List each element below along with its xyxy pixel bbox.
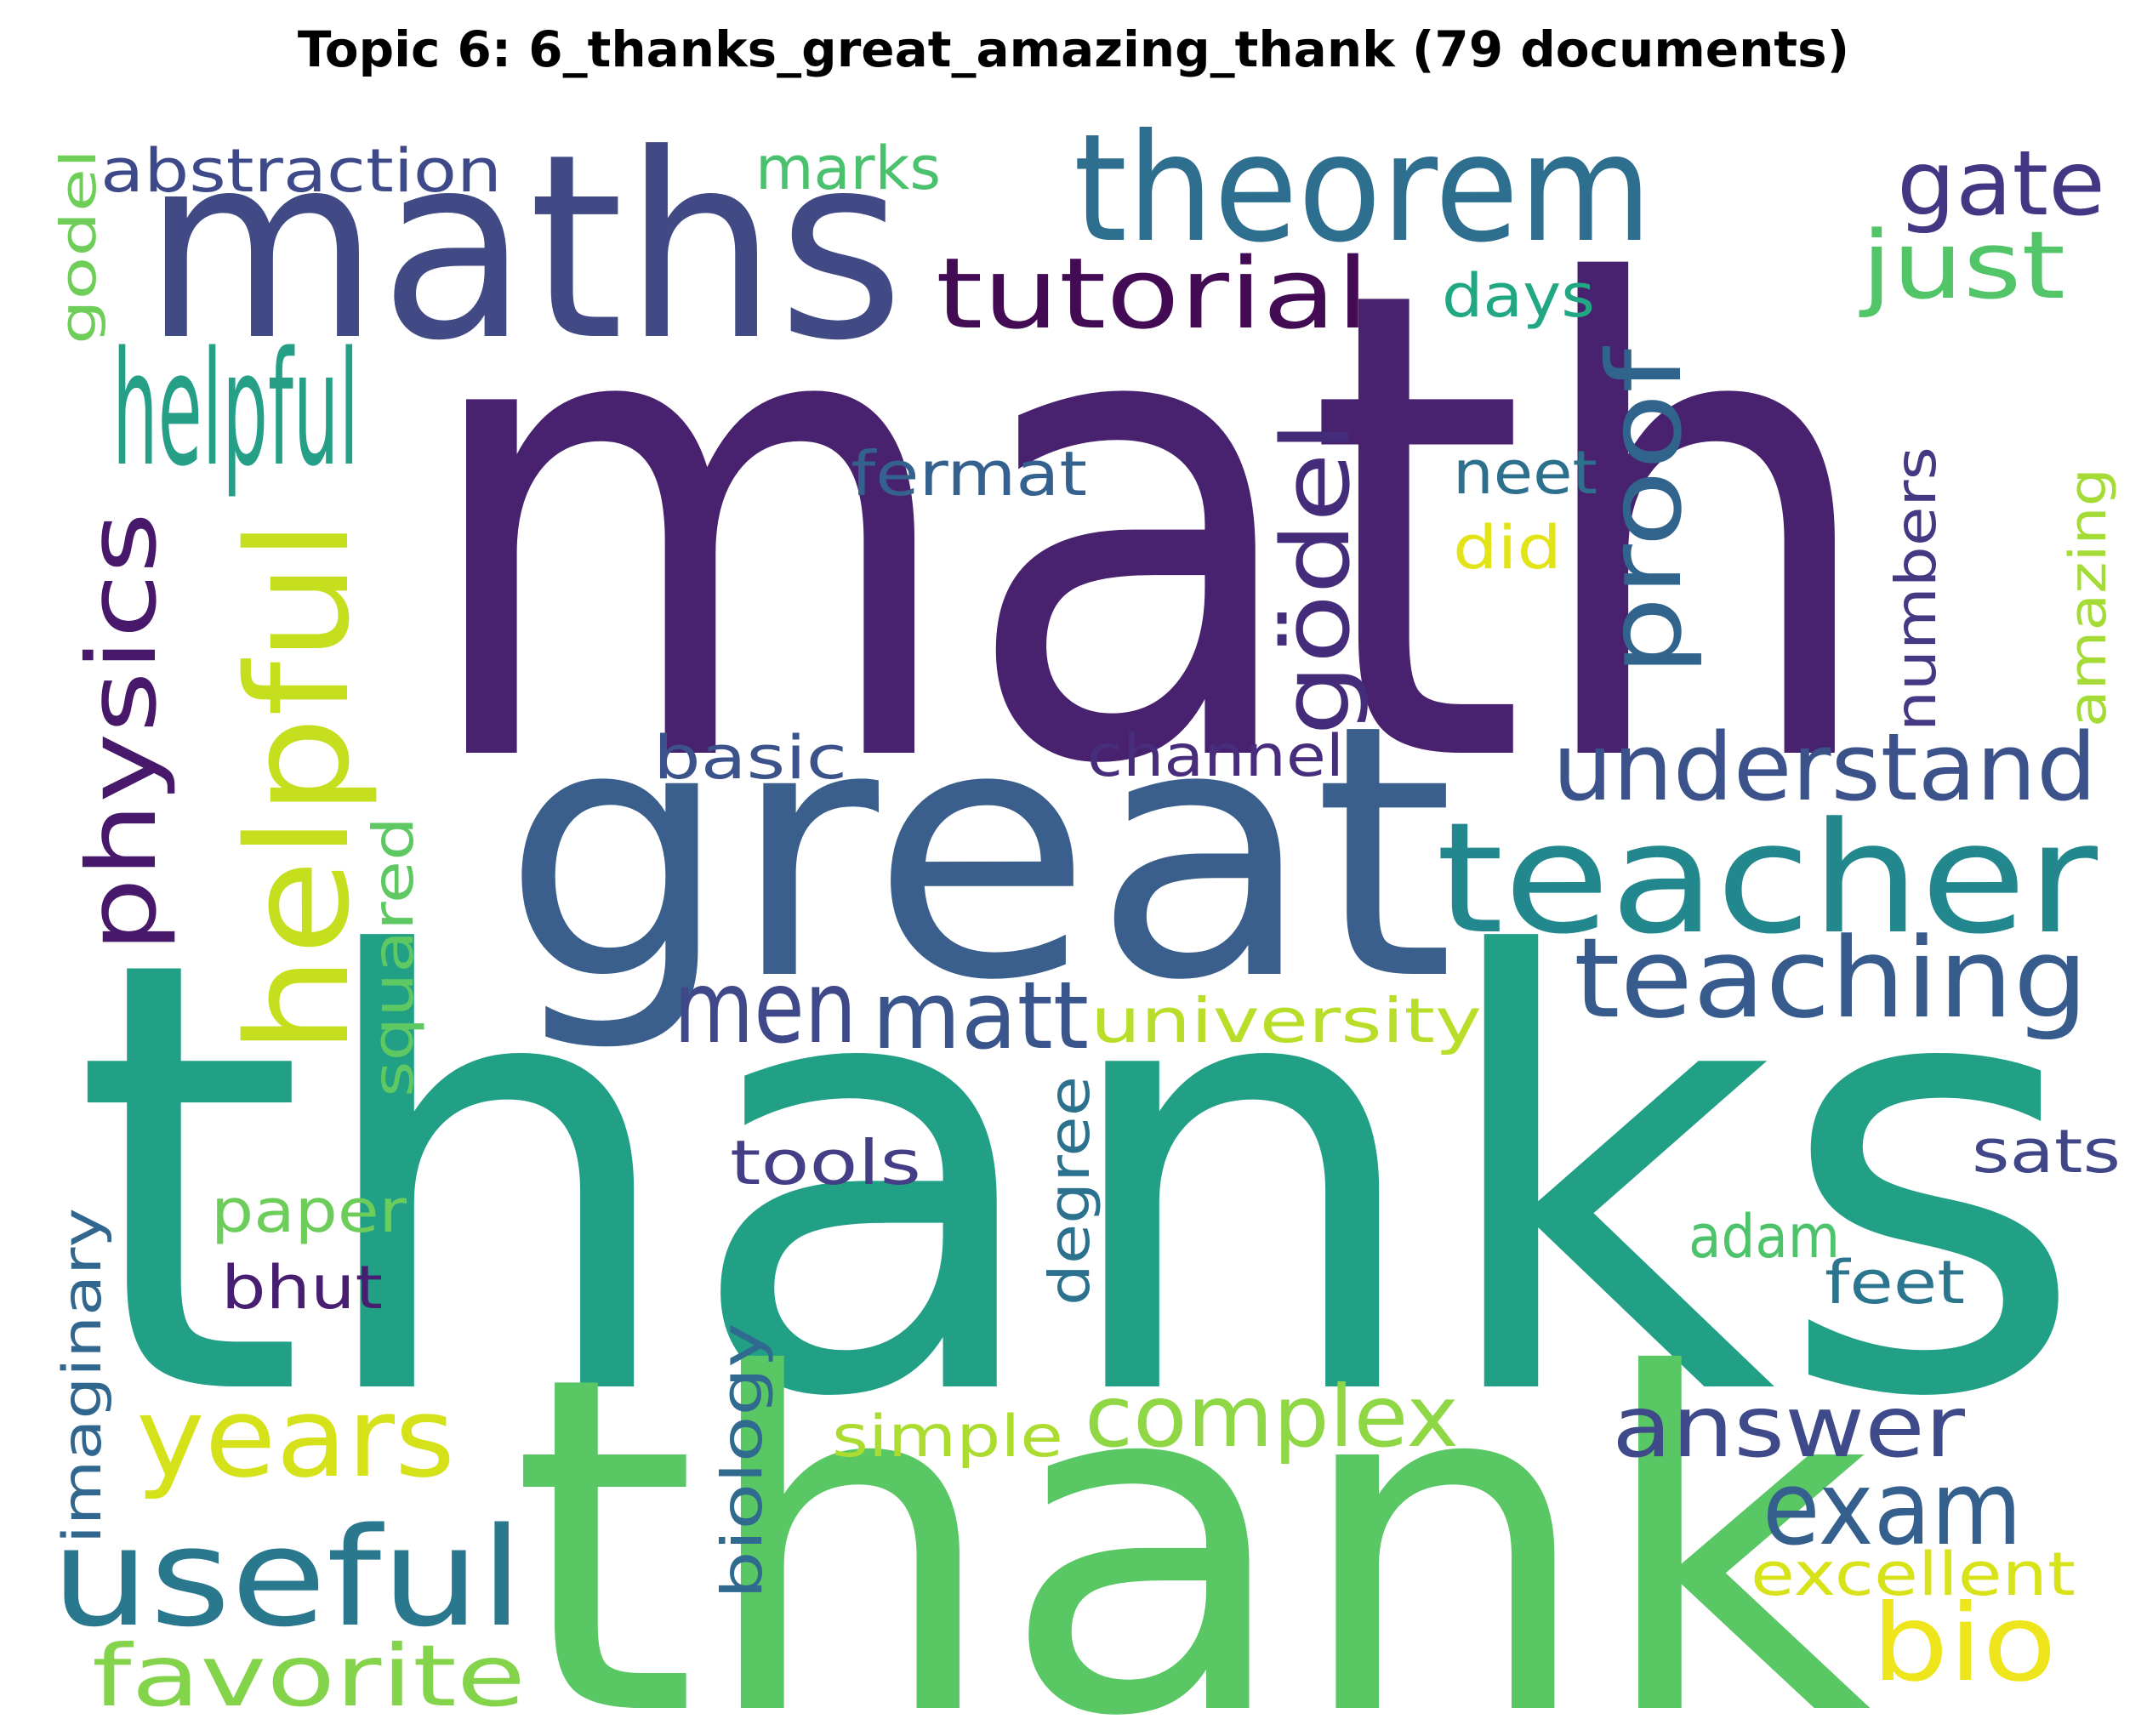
word-physics: physics (67, 512, 178, 953)
word-maths: maths (143, 100, 904, 396)
word-channel: channel (1087, 723, 1344, 790)
word-just: just (1859, 211, 2065, 320)
word-great: great (502, 650, 1455, 1056)
word-basic: basic (653, 723, 847, 793)
word-years: years (136, 1373, 455, 1502)
word-bio: bio (1871, 1582, 2057, 1705)
word-paper: paper (211, 1176, 407, 1246)
word-exam: exam (1763, 1450, 2022, 1568)
word-bhut: bhut (221, 1253, 383, 1323)
word-squared: squared (361, 817, 426, 1097)
word-answer: answer (1612, 1377, 1966, 1477)
word-sir: helpful (112, 317, 359, 501)
figure-title: Topic 6: 6_thanks_great_amazing_thank (7… (297, 20, 1850, 78)
word-degree: degree (1037, 1076, 1102, 1306)
word-amazing: amazing (2059, 468, 2118, 727)
word-university: university (1091, 985, 1482, 1056)
word-men: men (674, 948, 857, 1066)
word-godel: godel (49, 149, 107, 344)
word-imaginary: imaginary (51, 1208, 113, 1544)
word-math: math (415, 154, 1882, 906)
word-fermat: fermat (851, 438, 1087, 509)
word-theorem: theorem (1074, 103, 1652, 276)
word-adam: adam (1689, 1202, 1840, 1272)
word-gate: gate (1897, 132, 2105, 236)
word-helpful: helpful (217, 519, 380, 1055)
word-favorite: favorite (92, 1626, 526, 1726)
word-numbers: numbers (1883, 447, 1949, 731)
word-understand: understand (1552, 713, 2097, 822)
word-teaching: teaching (1574, 914, 2088, 1043)
word-tools: tools (730, 1127, 921, 1198)
word-matt: matt (872, 961, 1089, 1070)
word-neet: neet (1453, 438, 1597, 508)
word-simple: simple (832, 1403, 1063, 1471)
word-did: did (1453, 513, 1562, 583)
word-thanks: thanks (71, 834, 2087, 1528)
word-feet: feet (1825, 1248, 1965, 1318)
word-abstraction: abstraction (100, 136, 502, 206)
word-tutorial: tutorial (936, 237, 1370, 351)
word-days: days (1442, 261, 1595, 331)
word-excellent: excellent (1751, 1540, 2076, 1609)
word-teacher: teacher (1436, 790, 2098, 968)
word-marks: marks (755, 134, 941, 203)
word-complex: complex (1085, 1367, 1459, 1466)
word-thank: thank (510, 1278, 1871, 1736)
word-biology: biology (709, 1323, 775, 1599)
word-proof: proof (1586, 346, 1705, 676)
word-sats: sats (1972, 1117, 2121, 1187)
word-godel-umlaut: gödel (1261, 421, 1370, 736)
word-useful: useful (51, 1498, 523, 1657)
